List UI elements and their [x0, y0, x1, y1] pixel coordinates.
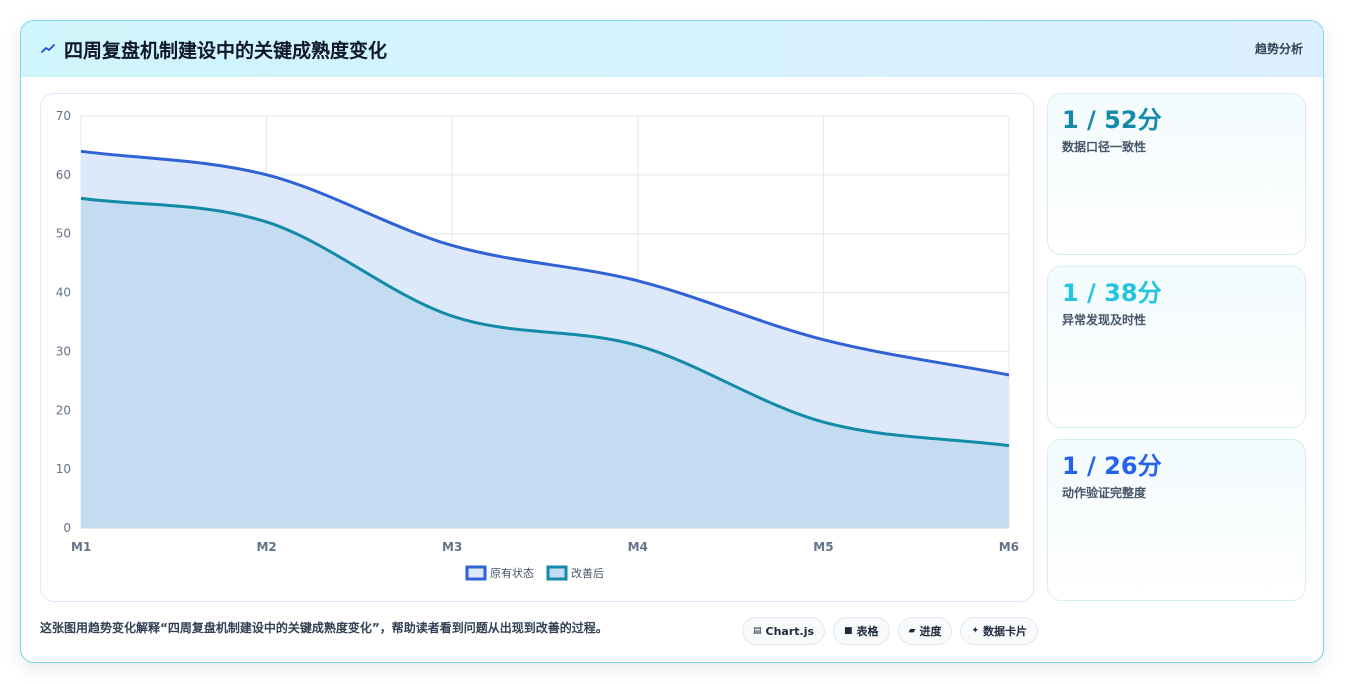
kpi-card-consistency: 1 / 52分 数据口径一致性	[1047, 93, 1306, 255]
card-header: 四周复盘机制建设中的关键成熟度变化 趋势分析	[21, 21, 1323, 77]
x-tick-label: M4	[628, 540, 648, 554]
y-tick-label: 70	[56, 109, 71, 123]
page-title: 四周复盘机制建设中的关键成熟度变化	[64, 39, 388, 62]
x-tick-label: M3	[442, 540, 462, 554]
x-tick-label: M5	[813, 540, 833, 554]
chart-caption: 这张图用趋势变化解释“四周复盘机制建设中的关键成熟度变化”，帮助读者看到问题从出…	[40, 621, 608, 635]
legend-label-improved: 改善后	[571, 566, 604, 580]
chip-label: Chart.js	[765, 624, 815, 638]
kpi-card-timeliness: 1 / 38分 异常发现及时性	[1047, 266, 1306, 428]
legend-swatch-original	[465, 565, 487, 581]
kpi-value: 1 / 52分	[1062, 106, 1162, 134]
kpi-value: 1 / 26分	[1062, 452, 1162, 480]
kpi-label: 数据口径一致性	[1062, 140, 1147, 154]
y-tick-label: 0	[63, 521, 71, 535]
chart-panel: 0 10 20 30 40 50 60 70 M1 M2 M3 M4 M5 M6 原有状态 改善后	[40, 93, 1034, 602]
chart-icon: ▤	[753, 626, 762, 636]
chip-bar: ▤ Chart.js ■ 表格 ▰ 进度 ✦ 数据卡片	[742, 617, 1039, 645]
kpi-label: 异常发现及时性	[1062, 313, 1147, 327]
chip-label: 进度	[919, 625, 942, 638]
legend-label-original: 原有状态	[490, 566, 534, 580]
dashboard-card: 四周复盘机制建设中的关键成熟度变化 趋势分析 0 10 20 30 40 50 60 70 M1…	[20, 20, 1324, 663]
sparkle-icon: ✦	[971, 626, 980, 636]
chip-progress[interactable]: ▰ 进度	[897, 617, 953, 645]
y-tick-label: 40	[56, 286, 71, 300]
area-chart: 0 10 20 30 40 50 60 70 M1 M2 M3 M4 M5 M6 原有状态 改善后	[56, 109, 1019, 581]
trend-analysis-tag[interactable]: 趋势分析	[1254, 42, 1303, 56]
y-tick-label: 20	[56, 403, 71, 417]
x-tick-label: M6	[999, 540, 1019, 554]
kpi-label: 动作验证完整度	[1062, 486, 1147, 500]
series-line-improved	[80, 196, 1010, 448]
legend-swatch-improved	[546, 565, 568, 581]
y-tick-label: 60	[56, 168, 71, 182]
trend-icon	[41, 44, 55, 53]
chip-data-cards[interactable]: ✦ 数据卡片	[960, 617, 1039, 645]
progress-icon: ▰	[908, 626, 916, 636]
chip-table[interactable]: ■ 表格	[833, 617, 890, 645]
y-tick-label: 30	[56, 344, 71, 358]
y-tick-label: 50	[56, 227, 71, 241]
series-line-original	[80, 149, 1010, 377]
y-tick-label: 10	[56, 462, 71, 476]
x-tick-label: M2	[256, 540, 276, 554]
chip-label: 表格	[856, 625, 879, 638]
area-fill-improved	[81, 198, 1009, 528]
kpi-card-completeness: 1 / 26分 动作验证完整度	[1047, 439, 1306, 601]
chip-chartjs[interactable]: ▤ Chart.js	[742, 617, 826, 645]
chip-label: 数据卡片	[983, 625, 1028, 638]
kpi-value: 1 / 38分	[1062, 279, 1162, 307]
table-icon: ■	[844, 626, 853, 636]
x-tick-label: M1	[71, 540, 91, 554]
